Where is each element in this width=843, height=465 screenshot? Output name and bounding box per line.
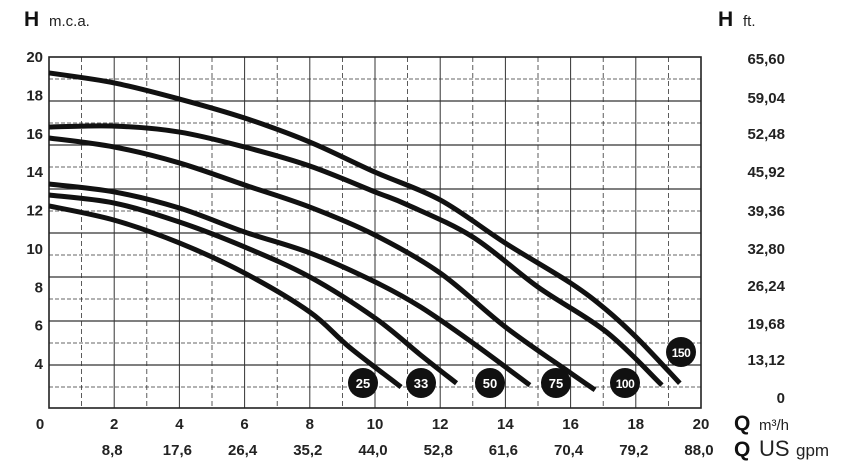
y-tick-label: 14 xyxy=(26,164,43,181)
x-axis-unit: m³/h xyxy=(759,417,789,434)
plot-frame xyxy=(48,56,702,409)
x-tick-label: 10 xyxy=(367,416,384,433)
right-axis-unit: ft. xyxy=(743,13,756,30)
y-right-tick-label: 59,04 xyxy=(747,90,785,107)
x-tick-label: 2 xyxy=(110,416,118,433)
curve-label-badge-33 xyxy=(406,368,436,398)
curve-label-150: 150 xyxy=(672,346,691,360)
x-tick-label: 18 xyxy=(627,416,644,433)
y-tick-label: 16 xyxy=(26,126,43,143)
curve-75 xyxy=(48,135,597,393)
curve-label-33: 33 xyxy=(414,376,428,391)
left-axis-unit: m.c.a. xyxy=(49,13,90,30)
curve-50 xyxy=(48,181,532,388)
left-axis-ticks: 20 18 16 14 12 10 8 6 4 xyxy=(26,49,43,373)
right-axis-ticks: 65,60 59,04 52,48 45,92 39,36 32,80 26,24 19,68… xyxy=(747,51,785,407)
x-tick-label: 20 xyxy=(693,416,710,433)
x-axis-ticks: 0 2 4 6 8 10 12 14 16 18 20 xyxy=(36,416,710,433)
y-right-tick-label: 26,24 xyxy=(747,278,785,295)
y-tick-label: 6 xyxy=(35,318,43,335)
y-right-tick-label: 13,12 xyxy=(747,352,785,369)
y-right-tick-label: 52,48 xyxy=(747,126,785,143)
y-right-tick-label: 65,60 xyxy=(747,51,785,68)
x-secondary-tick-label: 88,0 xyxy=(684,442,713,459)
y-tick-label: 20 xyxy=(26,49,43,66)
curve-labels: 25 33 50 75 100 150 xyxy=(348,337,696,398)
x-tick-label: 8 xyxy=(306,416,314,433)
x-axis-symbol: Q xyxy=(734,412,750,435)
curve-label-badge-75 xyxy=(541,368,571,398)
x-secondary-tick-label: 61,6 xyxy=(489,442,518,459)
y-right-tick-label: 19,68 xyxy=(747,316,785,333)
y-tick-label: 10 xyxy=(26,241,43,258)
y-tick-label: 18 xyxy=(26,87,43,104)
y-right-tick-label: 32,80 xyxy=(747,241,785,258)
curve-33 xyxy=(48,192,459,386)
y-tick-label: 12 xyxy=(26,203,43,220)
x-tick-label: 4 xyxy=(175,416,184,433)
curve-25 xyxy=(48,203,403,390)
y-right-tick-label: 45,92 xyxy=(747,164,785,181)
curve-label-75: 75 xyxy=(549,376,563,391)
curves xyxy=(48,70,682,393)
x-axis-secondary-ticks: 8,8 17,6 26,4 35,2 44,0 52,8 61,6 70,4 79,2 88,0 xyxy=(102,442,714,459)
x-tick-label: 12 xyxy=(432,416,449,433)
curve-150 xyxy=(48,70,682,385)
y-tick-label: 4 xyxy=(35,356,44,373)
x-secondary-tick-label: 17,6 xyxy=(163,442,192,459)
curve-label-100: 100 xyxy=(616,377,635,391)
curve-label-badge-100 xyxy=(610,368,640,398)
x-secondary-tick-label: 79,2 xyxy=(619,442,648,459)
y-right-tick-label: 39,36 xyxy=(747,203,785,220)
x-tick-label: 14 xyxy=(497,416,514,433)
curve-label-25: 25 xyxy=(356,376,370,391)
curve-label-badge-150 xyxy=(666,337,696,367)
y-right-tick-label: 0 xyxy=(777,390,785,407)
right-axis-symbol: H xyxy=(718,8,733,31)
y-tick-label: 8 xyxy=(35,279,43,296)
x-tick-label: 6 xyxy=(240,416,248,433)
x-axis-secondary-symbol: Q xyxy=(734,438,750,461)
curve-label-badge-50 xyxy=(475,368,505,398)
x-tick-label: 0 xyxy=(36,416,44,433)
x-secondary-tick-label: 26,4 xyxy=(228,442,258,459)
left-axis-symbol: H xyxy=(24,8,39,31)
x-axis-secondary-unit: US xyxy=(759,436,790,461)
x-secondary-tick-label: 35,2 xyxy=(293,442,322,459)
curve-100 xyxy=(48,123,664,387)
x-secondary-tick-label: 52,8 xyxy=(424,442,453,459)
x-tick-label: 16 xyxy=(562,416,579,433)
x-secondary-tick-label: 70,4 xyxy=(554,442,584,459)
curve-label-50: 50 xyxy=(483,376,497,391)
x-axis-secondary-subunit: gpm xyxy=(796,441,829,460)
x-secondary-tick-label: 44,0 xyxy=(358,442,387,459)
curve-label-badge-25 xyxy=(348,368,378,398)
x-secondary-tick-label: 8,8 xyxy=(102,442,123,459)
